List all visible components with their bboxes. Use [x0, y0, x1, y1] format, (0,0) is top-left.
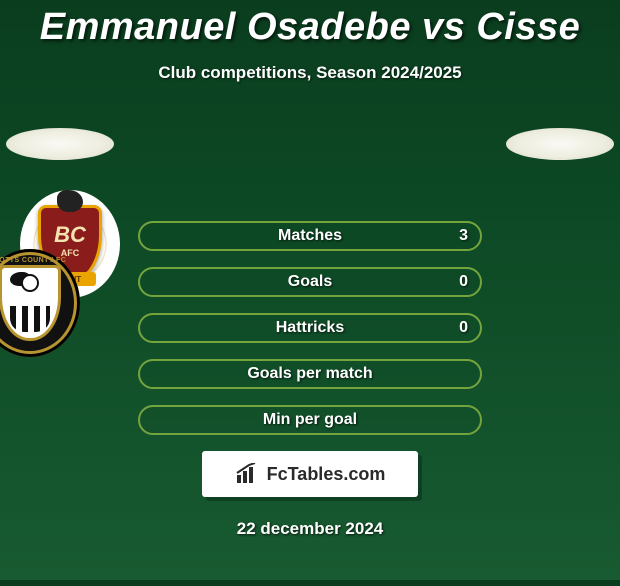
stats-list: Matches 3 Goals 0 Hattricks 0 Goals per … [138, 221, 482, 435]
stat-label: Hattricks [140, 315, 480, 341]
stripes [10, 306, 50, 332]
stat-label: Goals [140, 269, 480, 295]
stat-row-matches: Matches 3 [138, 221, 482, 251]
badge-initials: BC [41, 222, 99, 248]
stat-label: Min per goal [140, 407, 480, 433]
date-line: 22 december 2024 [0, 519, 620, 539]
rooster-icon [57, 190, 83, 212]
stat-label: Goals per match [140, 361, 480, 387]
season-line: Club competitions, Season 2024/2025 [0, 63, 620, 83]
stat-right: 0 [459, 315, 468, 341]
player-right-placeholder [506, 128, 614, 160]
player-left-placeholder [6, 128, 114, 160]
ball-icon [21, 274, 39, 292]
watermark-text: FcTables.com [267, 464, 386, 485]
watermark: FcTables.com [202, 451, 418, 497]
badge-inner [0, 265, 61, 341]
stat-right: 0 [459, 269, 468, 295]
badge-arc-text: NOTTS COUNTY FC [0, 257, 80, 264]
stat-label: Matches [140, 223, 480, 249]
stat-row-goals: Goals 0 [138, 267, 482, 297]
page-title: Emmanuel Osadebe vs Cisse [0, 6, 620, 49]
stat-row-hattricks: Hattricks 0 [138, 313, 482, 343]
stat-right: 3 [459, 223, 468, 249]
stat-row-mpg: Min per goal [138, 405, 482, 435]
chart-bars-icon [235, 463, 261, 485]
stat-row-gpm: Goals per match [138, 359, 482, 389]
